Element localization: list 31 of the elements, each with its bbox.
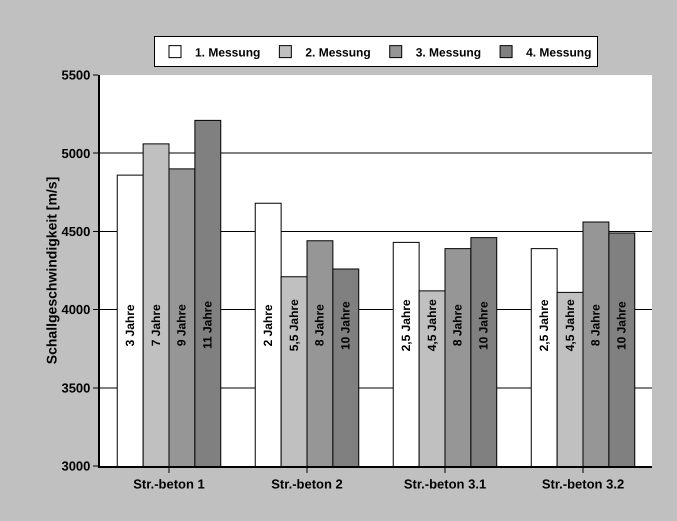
x-tick-label: Str.-beton 2 [271,476,343,492]
annotation: 2,5 Jahre [398,299,413,352]
annotation: 4,5 Jahre [562,298,577,352]
legend-label: 3. Messung [416,45,482,60]
annotation: 5,5 Jahre [286,298,301,352]
legend-label: 2. Messung [305,45,371,60]
annotation: 2,5 Jahre [536,299,551,352]
y-tick-label: 3000 [61,458,90,474]
annotation: 10 Jahre [476,301,491,350]
y-tick-label: 4500 [61,224,90,239]
annotation: 10 Jahre [338,301,353,350]
legend-label: 1. Messung [195,45,260,60]
annotation: 7 Jahre [148,304,163,346]
y-tick-label: 3500 [61,380,90,396]
x-tick-label: Str.-beton 1 [133,476,205,492]
annotation: 8 Jahre [312,304,327,346]
y-tick-label: 4000 [61,302,90,318]
x-tick-label: Str.-beton 3.1 [404,476,486,492]
y-axis-title: Schallgeschwindigkeit [m/s] [43,176,60,364]
x-tick-label: Str.-beton 3.2 [542,476,624,492]
annotation: 3 Jahre [122,304,137,346]
annotation: 9 Jahre [174,304,189,346]
legend-label: 4. Messung [526,45,592,60]
annotation: 8 Jahre [450,304,465,346]
annotation: 10 Jahre [614,301,629,350]
y-tick-label: 5000 [61,146,90,161]
y-tick-label: 5500 [61,68,90,83]
annotation: 11 Jahre [200,300,215,350]
annotation: 2 Jahre [260,304,275,346]
annotation: 4,5 Jahre [424,298,439,352]
annotation: 8 Jahre [588,304,603,346]
